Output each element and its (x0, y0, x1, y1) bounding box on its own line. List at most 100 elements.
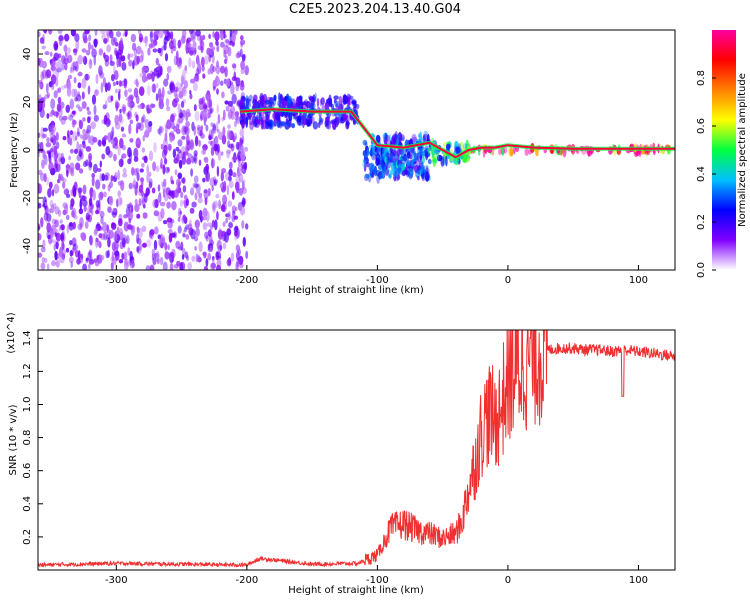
heatmap-cell (116, 226, 120, 235)
heatmap-cell (240, 161, 246, 170)
heatmap-cell (225, 105, 230, 112)
heatmap-cell (189, 78, 196, 84)
heatmap-cell (177, 149, 182, 154)
y-tick-label: -20 (22, 190, 33, 206)
heatmap-cell (221, 134, 227, 145)
heatmap-cell (383, 148, 389, 156)
heatmap-cell (454, 140, 459, 148)
heatmap-cell (81, 91, 85, 100)
heatmap-cell (182, 233, 186, 238)
heatmap-cell (364, 173, 369, 182)
heatmap-cell (239, 82, 245, 91)
heatmap-cell (159, 126, 164, 133)
heatmap-cell (50, 74, 57, 85)
heatmap-cell (311, 116, 315, 125)
heatmap-cell (222, 109, 226, 121)
heatmap-cell (51, 68, 57, 74)
heatmap-cell (389, 173, 392, 180)
heatmap-cell (118, 80, 122, 87)
heatmap-cell (189, 90, 192, 95)
heatmap-cell (150, 103, 153, 110)
heatmap-cell (227, 124, 231, 130)
y-tick-label: 1.0 (22, 397, 33, 413)
heatmap-cell (41, 60, 47, 69)
heatmap-cell (312, 94, 316, 103)
heatmap-cell (204, 231, 209, 240)
heatmap-cell (214, 219, 218, 231)
heatmap-cell (212, 65, 217, 73)
heatmap-cell (235, 185, 240, 194)
heatmap-cell (192, 182, 198, 189)
heatmap-cell (177, 225, 182, 234)
heatmap-cell (38, 57, 41, 66)
heatmap-cell (507, 147, 514, 157)
heatmap-cell (208, 33, 211, 40)
heatmap-cell (146, 108, 152, 114)
heatmap-cell (118, 259, 124, 264)
heatmap-cell (384, 168, 389, 176)
heatmap-cell (144, 38, 148, 47)
colorbar-tick-label: 0.4 (696, 166, 707, 182)
heatmap-cell (70, 111, 75, 118)
heatmap-cell (205, 258, 209, 267)
heatmap-cell (238, 162, 242, 167)
heatmap-cell (185, 134, 190, 146)
heatmap-cell (109, 54, 113, 63)
heatmap-cell (234, 115, 239, 121)
heatmap-cell (212, 256, 215, 265)
heatmap-cell (39, 81, 42, 88)
heatmap-cell (362, 159, 367, 168)
heatmap-cell (185, 234, 190, 240)
heatmap-cell (153, 239, 158, 251)
heatmap-cell (61, 176, 65, 182)
heatmap-cell (260, 119, 264, 130)
heatmap-cell (216, 165, 220, 177)
heatmap-cell (189, 207, 195, 214)
heatmap-cell (53, 90, 58, 99)
heatmap-cell (397, 165, 401, 175)
heatmap-cell (220, 171, 224, 182)
heatmap-cell (168, 233, 173, 243)
heatmap-cell (185, 121, 190, 128)
heatmap-cell (419, 170, 424, 175)
heatmap-cell (136, 233, 140, 244)
heatmap-cell (394, 130, 398, 142)
heatmap-cell (145, 128, 150, 136)
heatmap-cell (100, 255, 105, 261)
heatmap-cell (196, 124, 201, 131)
heatmap-cell (366, 147, 370, 157)
heatmap-cell (138, 184, 144, 193)
heatmap-cell (114, 50, 119, 56)
heatmap-cell (169, 135, 173, 143)
heatmap-cell (135, 167, 140, 174)
heatmap-cell (114, 143, 119, 150)
heatmap-cell (58, 158, 62, 168)
heatmap-cell (222, 221, 226, 228)
heatmap-cell (102, 221, 108, 233)
heatmap-cell (93, 104, 97, 116)
heatmap-cell (103, 191, 107, 198)
heatmap-cell (408, 167, 413, 177)
heatmap-cell (171, 180, 175, 185)
heatmap-cell (241, 135, 245, 145)
heatmap-cell (83, 161, 88, 168)
heatmap-cell (69, 130, 74, 136)
heatmap-cell (109, 181, 113, 189)
heatmap-cell (427, 146, 433, 155)
heatmap-cell (38, 132, 41, 138)
heatmap-cell (84, 221, 89, 229)
heatmap-cell (217, 113, 221, 124)
heatmap-cell (217, 245, 222, 253)
heatmap-cell (74, 33, 80, 43)
heatmap-cell (131, 167, 135, 176)
heatmap-cell (162, 261, 168, 270)
heatmap-cell (209, 177, 215, 187)
heatmap-cell (189, 30, 194, 35)
heatmap-cell (185, 224, 190, 231)
heatmap-cell (209, 225, 213, 231)
heatmap-cell (118, 115, 124, 125)
heatmap-cell (106, 82, 111, 91)
heatmap-cell (53, 52, 59, 61)
heatmap-cell (137, 104, 143, 109)
heatmap-cell (99, 160, 103, 168)
